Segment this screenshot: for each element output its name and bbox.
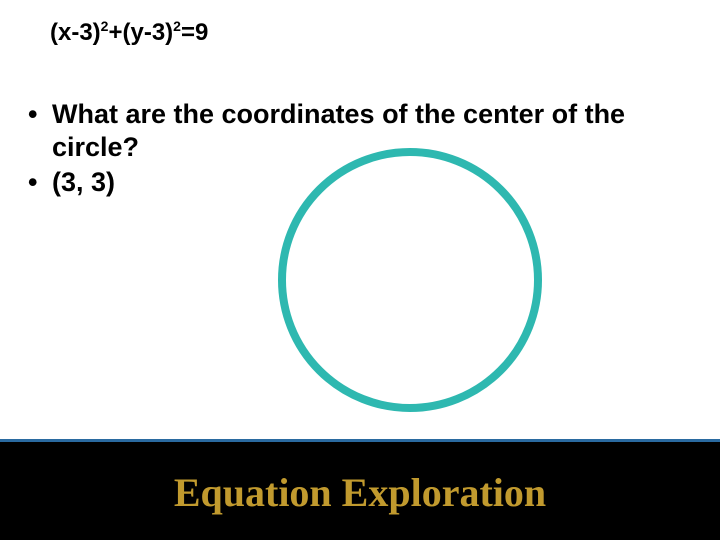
eq-part-2: +(y-3) [108, 19, 173, 46]
eq-part-3: =9 [181, 19, 208, 46]
bullet-question: What are the coordinates of the center o… [22, 98, 698, 164]
footer-bar: Equation Exploration [0, 439, 720, 540]
footer-rule [0, 439, 720, 442]
footer-title: Equation Exploration [174, 469, 546, 516]
slide: (x-3)2+(y-3)2=9 What are the coordinates… [0, 0, 720, 540]
equation-text: (x-3)2+(y-3)2=9 [50, 18, 208, 47]
eq-exp-1: 2 [101, 18, 109, 34]
eq-exp-2: 2 [173, 18, 181, 34]
circle-graphic [278, 148, 542, 412]
eq-part-1: (x-3) [50, 19, 101, 46]
footer-body: Equation Exploration [0, 444, 720, 540]
